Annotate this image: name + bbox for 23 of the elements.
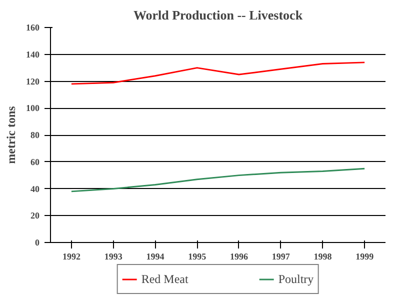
x-tick-label: 1993: [104, 252, 123, 262]
legend-label: Poultry: [278, 272, 314, 286]
y-tick-label: 120: [26, 76, 40, 86]
x-tick-label: 1995: [188, 252, 207, 262]
x-tick-label: 1998: [314, 252, 332, 262]
chart-title: World Production -- Livestock: [133, 8, 304, 22]
y-tick-label: 80: [30, 130, 40, 140]
line-series: [70, 62, 366, 85]
x-tick-label: 1994: [146, 252, 165, 262]
line-series: [70, 168, 366, 192]
legend-label: Red Meat: [141, 272, 188, 286]
x-tick-label: 1992: [62, 252, 81, 262]
y-tick-label: 100: [26, 103, 40, 114]
y-tick-label: 140: [26, 49, 40, 60]
y-tick-label: 160: [26, 22, 40, 32]
y-tick-label: 60: [30, 156, 40, 167]
x-tick-label: 1999: [356, 252, 374, 262]
y-tick-label: 20: [30, 210, 40, 221]
y-tick-label: 0: [35, 238, 40, 248]
x-tick-label: 1996: [230, 252, 248, 262]
x-tick-label: 1997: [272, 252, 290, 262]
y-axis-title: metric tons: [4, 106, 18, 164]
y-tick-label: 40: [30, 184, 40, 194]
